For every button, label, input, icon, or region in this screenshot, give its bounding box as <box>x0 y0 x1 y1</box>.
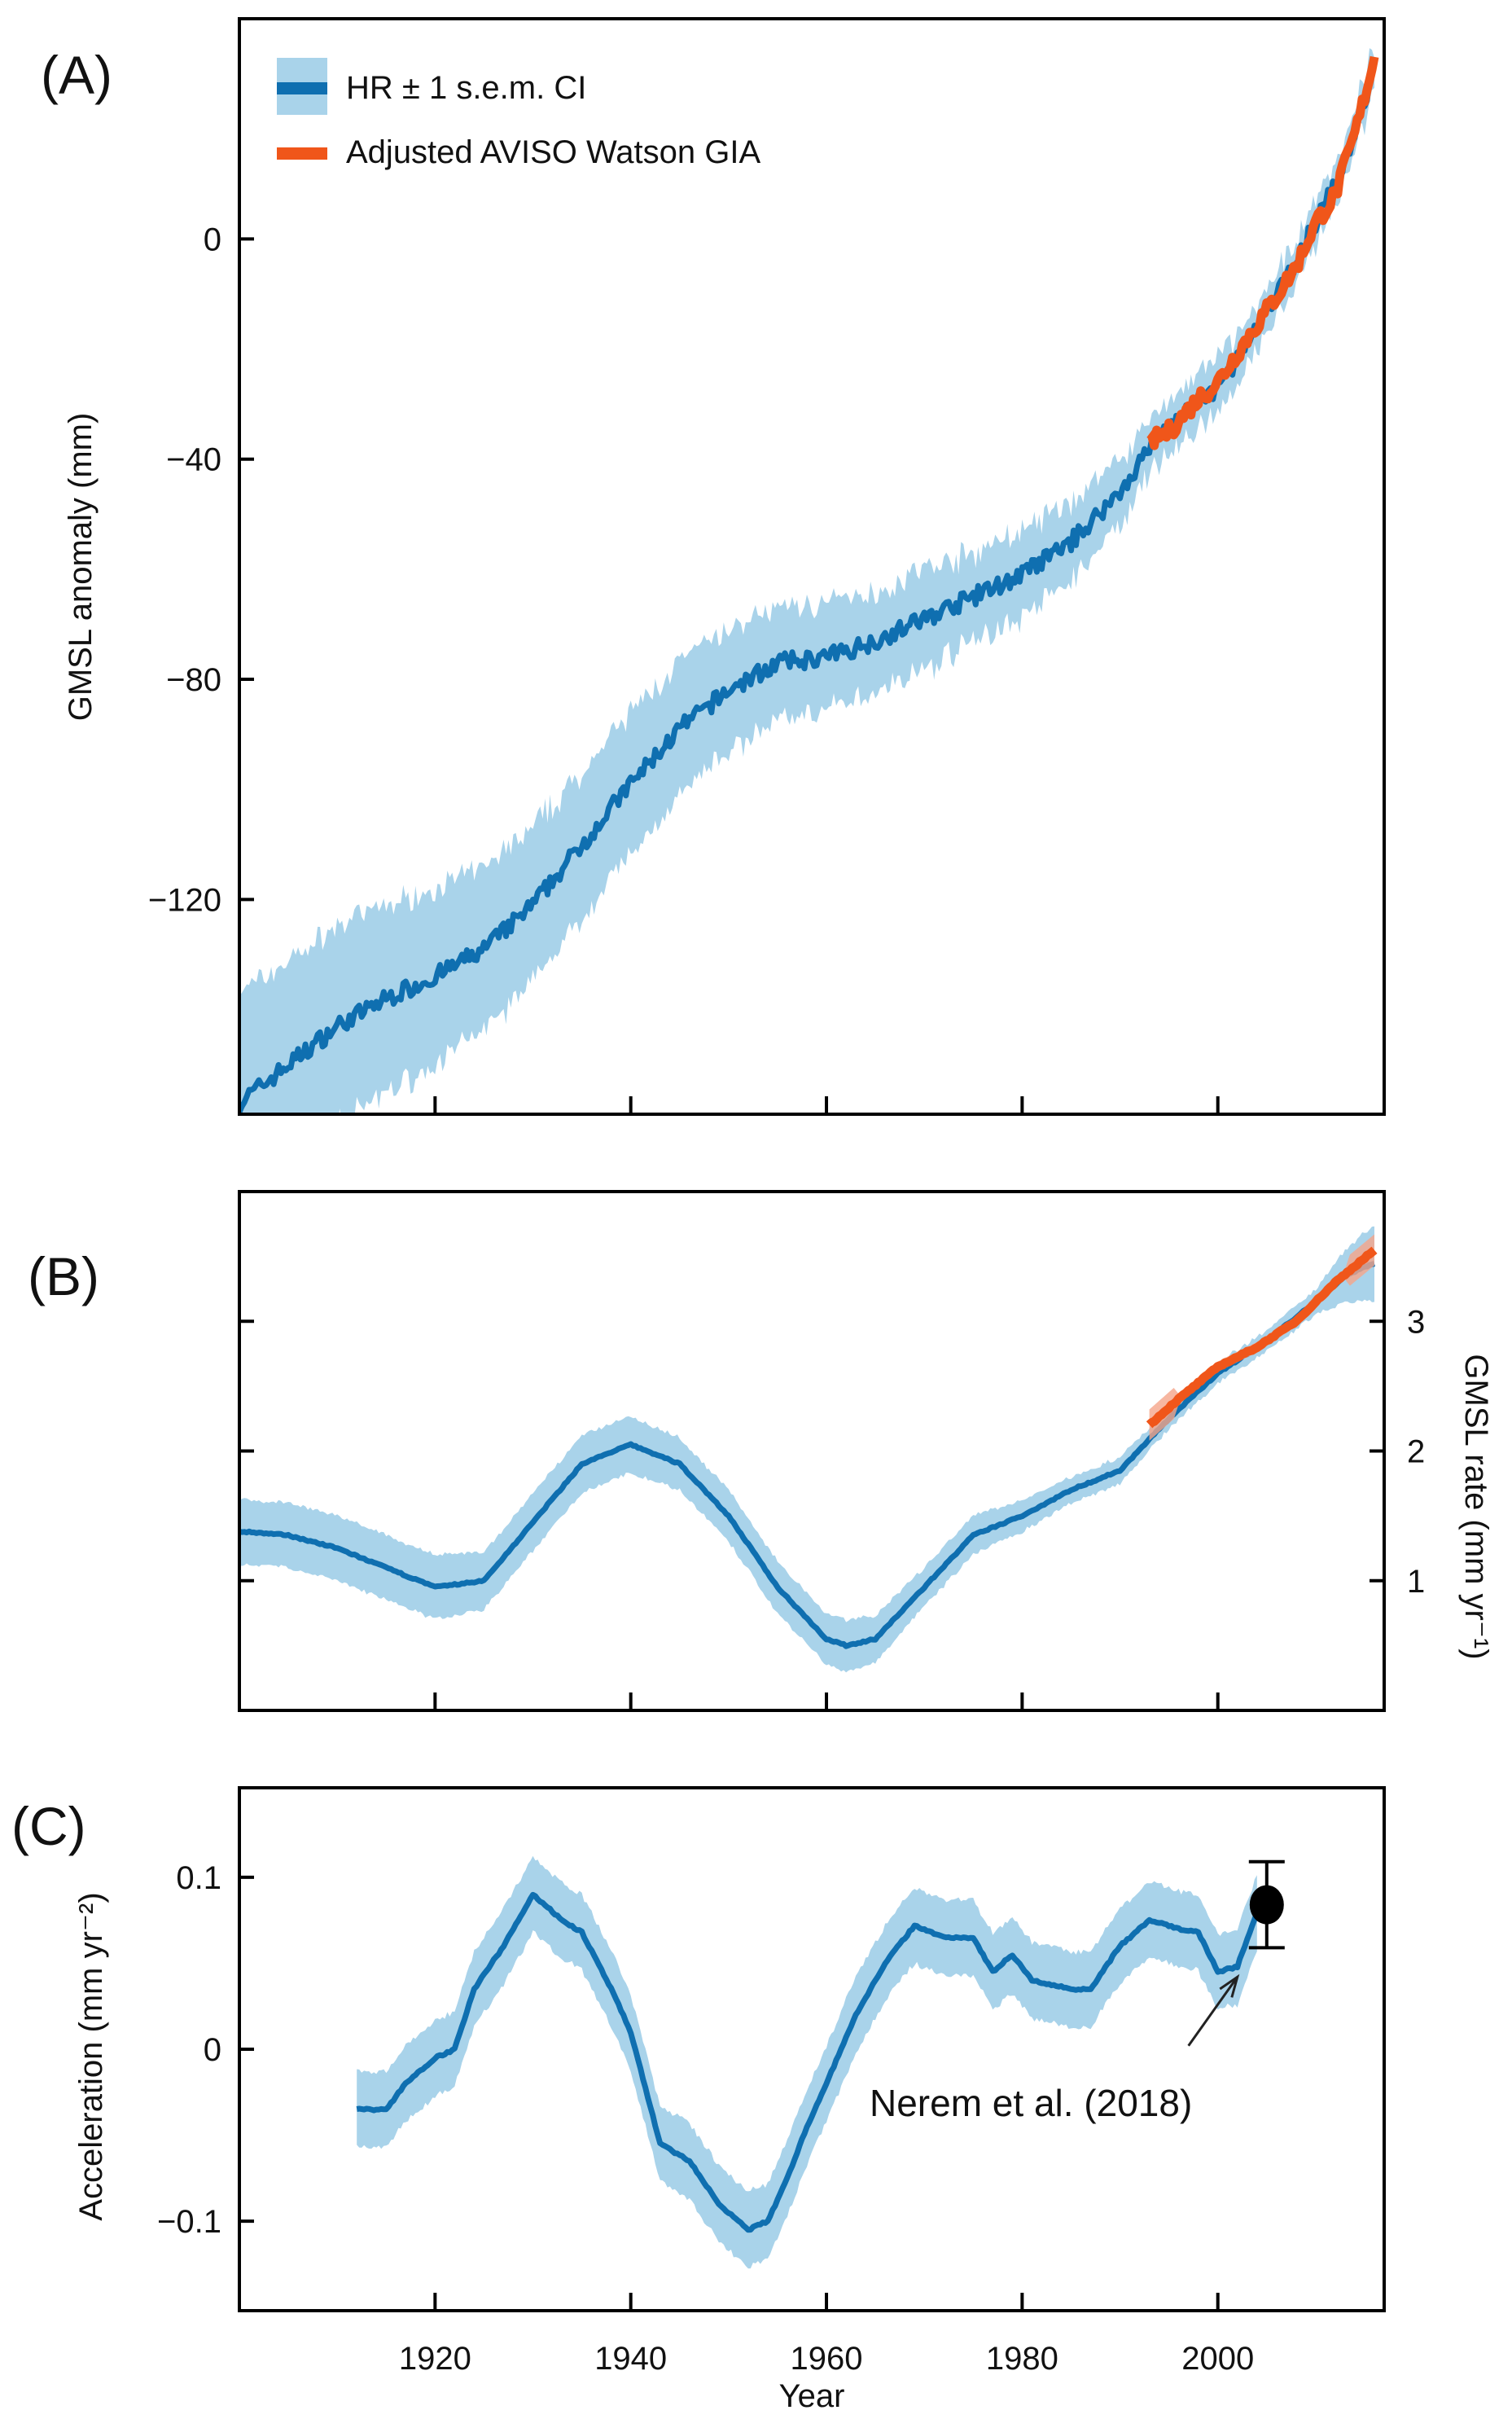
aviso-line <box>1146 1246 1378 1429</box>
y-tick-label: −40 <box>166 442 221 478</box>
legend-label-aviso: Adjusted AVISO Watson GIA <box>346 134 760 170</box>
panel-label-c: (C) <box>11 1796 86 1856</box>
y-tick-label: 1 <box>1407 1564 1425 1600</box>
confidence-band <box>239 48 1374 1114</box>
panel-label-a: (A) <box>41 45 112 105</box>
y-tick-label: 0.1 <box>176 1860 221 1896</box>
legend: HR ± 1 s.e.m. CI Adjusted AVISO Watson G… <box>277 58 760 170</box>
legend-aviso-swatch <box>277 147 327 160</box>
annotation-nerem: Nerem et al. (2018) <box>870 2082 1192 2124</box>
panel-c: (C) Acceleration (mm yr⁻²) Year Nerem et… <box>11 1786 1386 2414</box>
y-axis-title-c: Acceleration (mm yr⁻²) <box>73 1892 109 2220</box>
x-tick-label: 1920 <box>399 2341 471 2377</box>
x-tick-label: 1940 <box>594 2341 667 2377</box>
aviso-band <box>1149 1234 1374 1441</box>
y-tick-label: 3 <box>1407 1304 1425 1340</box>
annotation-arrow <box>1187 1976 1238 2047</box>
confidence-band <box>357 1855 1257 2269</box>
y-tick-label: −120 <box>148 882 221 918</box>
y-tick-label: 0 <box>204 222 221 257</box>
legend-line-swatch <box>277 82 327 94</box>
y-axis-title-a: GMSL anomaly (mm) <box>63 413 99 722</box>
nerem-data-point <box>1249 1885 1284 1925</box>
x-tick-label: 2000 <box>1181 2341 1254 2377</box>
legend-label-hr: HR ± 1 s.e.m. CI <box>346 70 586 106</box>
plot-area <box>356 1855 1285 2269</box>
panel-label-b: (B) <box>28 1246 99 1306</box>
hr-line <box>239 1261 1376 1649</box>
plot-area <box>239 48 1379 1114</box>
panel-a: (A) GMSL anomaly (mm) HR ± 1 s.e.m. CI A… <box>41 17 1386 1116</box>
plot-area <box>239 1226 1378 1673</box>
y-tick-label: −80 <box>166 662 221 698</box>
x-tick-label: 1960 <box>791 2341 863 2377</box>
axes-frame <box>238 17 1386 1116</box>
y-axis-title-b: GMSL rate (mm yr⁻¹) <box>1458 1354 1494 1659</box>
panel-b: (B) GMSL rate (mm yr⁻¹) 1 2 3 <box>28 1190 1494 1712</box>
x-tick-label: 1980 <box>986 2341 1058 2377</box>
arrow-head <box>1219 1973 1240 1998</box>
x-axis-title: Year <box>779 2378 845 2414</box>
aviso-line <box>1146 55 1379 450</box>
confidence-band <box>239 1226 1374 1673</box>
y-tick-label: 2 <box>1407 1434 1425 1470</box>
y-tick-label: −0.1 <box>157 2204 221 2240</box>
hr-line <box>356 1891 1260 2233</box>
y-tick-label: 0 <box>204 2032 221 2068</box>
